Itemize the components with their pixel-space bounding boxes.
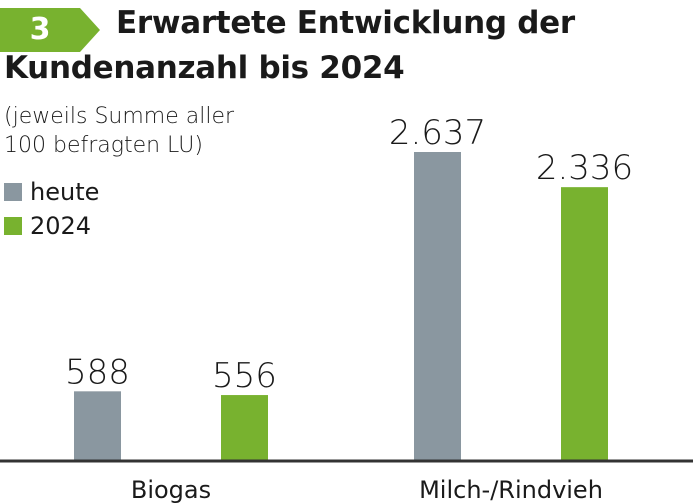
chart-title-line2: Kundenanzahl bis 2024 <box>4 50 405 86</box>
legend-label-2024: 2024 <box>30 212 92 240</box>
bar-milch-rindvieh-2024 <box>561 187 608 460</box>
value-label-milch-rindvieh-heute: 2.637 <box>389 113 486 153</box>
chart-title-line1: Erwartete Entwicklung der <box>116 5 575 41</box>
figure-number-badge: 3 <box>0 4 100 52</box>
subtitle-line1: (jeweils Summe aller <box>4 104 235 129</box>
value-label-biogas-2024: 556 <box>212 356 277 396</box>
legend-item-heute: heute <box>4 178 99 206</box>
figure-number: 3 <box>29 12 51 47</box>
category-label: Biogas <box>131 476 211 504</box>
legend-label-heute: heute <box>30 178 100 206</box>
legend-swatch-2024 <box>4 217 22 235</box>
value-label-milch-rindvieh-2024: 2.336 <box>536 148 633 188</box>
bar-biogas-2024 <box>221 395 268 460</box>
subtitle-line2: 100 befragten LU) <box>4 133 203 158</box>
value-label-biogas-heute: 588 <box>65 352 130 392</box>
legend-swatch-heute <box>4 183 22 201</box>
bar-biogas-heute <box>74 391 121 460</box>
category-label: Milch-/Rindvieh <box>419 476 603 504</box>
legend-item-2024: 2024 <box>4 212 91 240</box>
bar-milch-rindvieh-heute <box>414 152 461 460</box>
